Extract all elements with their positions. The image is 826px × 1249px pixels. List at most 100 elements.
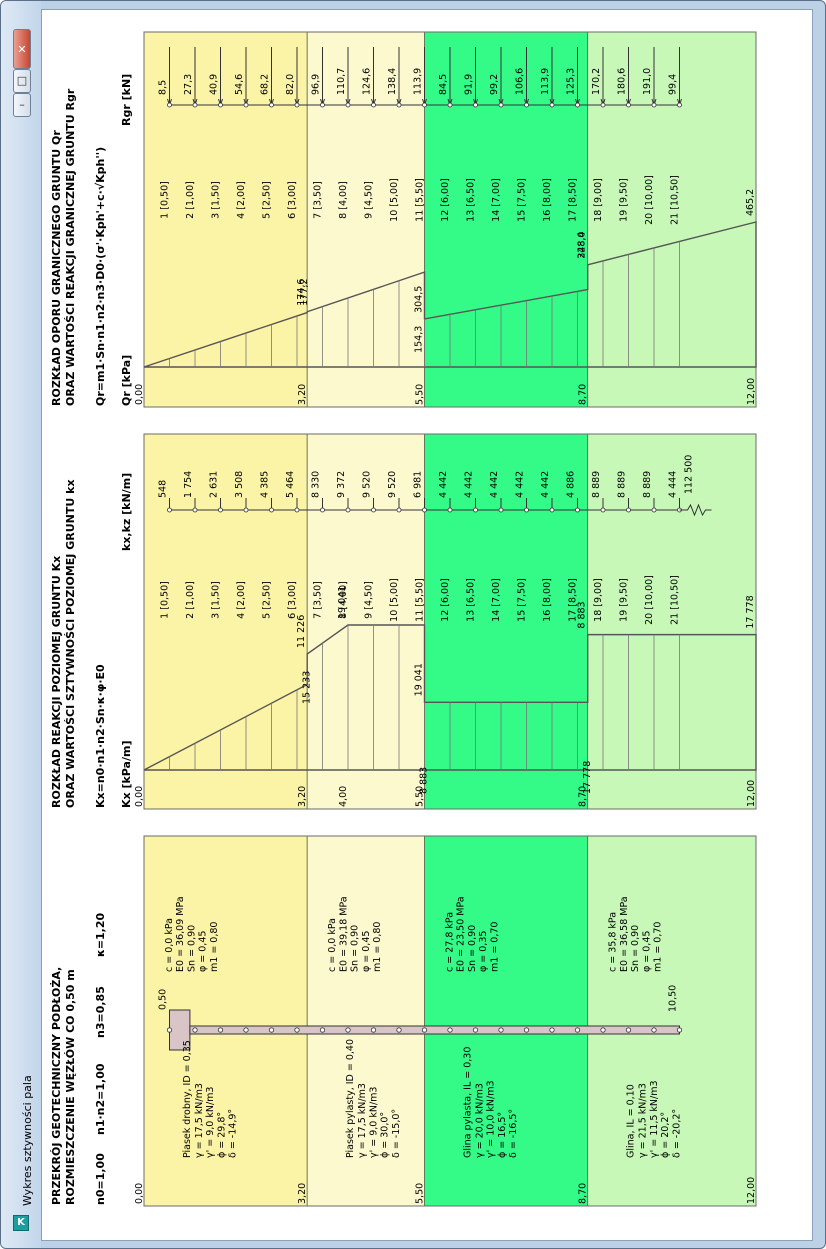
layer-param: m1 = 0,70 — [489, 922, 500, 972]
pile-node — [166, 1027, 173, 1033]
node-label: 12 [6,00] — [440, 578, 451, 622]
node-label: 1 [0,50] — [160, 181, 171, 219]
rgr-node — [549, 102, 555, 108]
kx-node — [651, 507, 657, 513]
kx-node — [422, 507, 427, 513]
kx-node — [575, 507, 580, 513]
node-label: 20 [10,00] — [644, 575, 655, 625]
title-bar[interactable]: K Wykres sztywności pala ✕ □ – — [1, 1, 41, 1248]
header1-line2: ROZMIESZCZENIE WĘZŁÓW CO 0,50 m — [64, 969, 77, 1205]
node-label: 7 [3,50] — [313, 181, 324, 219]
kx-value: 4 444 — [668, 471, 679, 498]
rgr-node — [320, 102, 325, 108]
layer-prop: γ = 17,5 kN/m3 — [194, 1083, 205, 1158]
depth-label: 3,20 — [297, 384, 308, 405]
pile-node — [370, 1027, 377, 1033]
pile-head-label: 0,50 — [158, 989, 169, 1010]
chart1-value-label: 15 233 — [301, 671, 312, 704]
pile-node — [345, 1027, 351, 1033]
chart2-value-label: 174,6 — [296, 279, 307, 306]
rgr-node — [498, 102, 504, 108]
kx-value: 4 442 — [489, 471, 500, 498]
layer-param: c = 0,0 kPa — [327, 918, 338, 972]
kx-node — [626, 507, 631, 513]
kx-node — [498, 507, 504, 513]
kx-node — [243, 507, 249, 513]
layer-param: Sn = 0,90 — [186, 925, 197, 972]
node-label: 5 [2,50] — [262, 181, 273, 219]
close-button[interactable]: ✕ — [13, 29, 31, 69]
node-label: 10 [5,00] — [389, 578, 400, 622]
kz-tip-value: 112 500 — [684, 455, 695, 494]
depth-label: 5,50 — [415, 384, 426, 405]
layer-param: E0 = 36,58 MPa — [619, 896, 630, 972]
pile-node — [600, 1027, 606, 1033]
kx-value: 2 631 — [209, 471, 220, 498]
layer-prop: ϕ = 20,2° — [660, 1112, 671, 1158]
chart1-value-label: 19 041 — [337, 586, 348, 619]
node-label: 11 [5,50] — [415, 178, 426, 222]
depth-label: 0,00 — [134, 384, 145, 405]
rgr-value: 54,6 — [234, 74, 245, 95]
node-label: 10 [5,00] — [389, 178, 400, 222]
layer-prop: γ' = 11,5 kN/m3 — [649, 1080, 660, 1158]
node-label: 16 [8,00] — [542, 578, 553, 622]
node-label: 13 [6,50] — [466, 178, 477, 222]
node-label: 19 [9,50] — [619, 578, 630, 622]
node-label: 15 [7,50] — [517, 178, 528, 222]
layer-prop: δ = -20,2° — [671, 1109, 682, 1158]
rgr-node — [626, 102, 631, 108]
rgr-node — [294, 102, 300, 108]
panel1-layer2-band — [306, 835, 425, 1207]
chart1-value-label: 11 226 — [296, 615, 307, 648]
maximize-icon: □ — [16, 74, 28, 87]
kx-node — [447, 507, 453, 513]
layer-prop: ϕ = 29,8° — [216, 1112, 227, 1158]
rgr-value: 113,9 — [413, 68, 424, 95]
minimize-button[interactable]: – — [13, 93, 31, 117]
node-label: 6 [3,00] — [287, 581, 298, 619]
depth-label: 3,20 — [297, 786, 308, 807]
kx-value: 8 889 — [591, 471, 602, 498]
pile-tip-label: 10,50 — [668, 985, 679, 1012]
kx-node — [549, 507, 555, 513]
pile-node — [676, 1027, 683, 1033]
rgr-value: 82,0 — [285, 74, 296, 95]
rgr-node — [422, 102, 427, 108]
rgr-node — [345, 102, 351, 108]
kx-value: 4 442 — [438, 471, 449, 498]
node-label: 3 [1,50] — [211, 181, 222, 219]
layer-prop: γ' = 10,0 kN/m3 — [486, 1080, 497, 1158]
maximize-button[interactable]: □ — [13, 69, 31, 93]
rgr-node — [371, 102, 376, 108]
panel2-layer3-band — [424, 433, 589, 810]
factor-label: n1·n2=1,00 — [94, 1063, 107, 1135]
layer-param: c = 35,8 kPa — [608, 912, 619, 972]
kx-value: 9 372 — [336, 471, 347, 498]
app-icon: K — [13, 1215, 29, 1231]
depth-label: 8,70 — [578, 384, 589, 405]
node-label: 12 [6,00] — [440, 178, 451, 222]
rgr-node — [524, 102, 529, 108]
layer-prop: δ = -16,5° — [508, 1109, 519, 1158]
panel1-layer4-band — [587, 835, 757, 1207]
rgr-value: 113,9 — [540, 68, 551, 95]
rgr-value: 8,5 — [158, 80, 169, 95]
pile-node — [498, 1027, 504, 1033]
chart1-value-label: 8 883 — [577, 601, 588, 628]
rgr-node — [473, 102, 478, 108]
rgr-value: 84,5 — [438, 74, 449, 95]
layer-param: m1 = 0,80 — [372, 922, 383, 972]
panel2-layer2-band — [306, 433, 425, 810]
panel2-frame — [143, 433, 757, 810]
rgr-value: 106,6 — [515, 68, 526, 95]
kx-node — [524, 507, 529, 513]
rgr-node — [243, 102, 249, 108]
node-label: 4 [2,00] — [236, 181, 247, 219]
pile-node — [549, 1027, 555, 1033]
node-label: 21 [10,50] — [670, 175, 681, 225]
node-label: 17 [8,50] — [568, 578, 579, 622]
panel2-layer4-band — [587, 433, 757, 810]
rgr-value: 40,9 — [209, 74, 220, 95]
chart2-value-label: 465,2 — [745, 189, 756, 216]
